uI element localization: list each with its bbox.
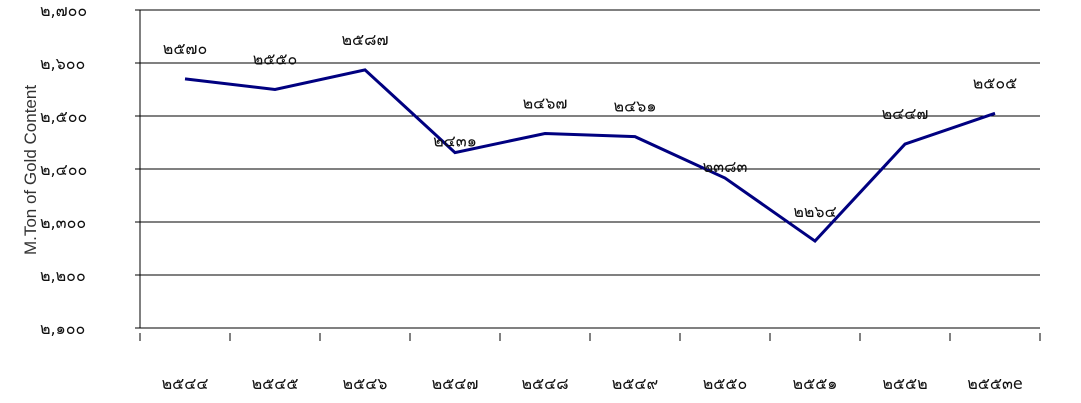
- x-tick-label: ๒๕๔๕: [252, 374, 299, 393]
- y-tick-label: ๒,๑๐๐: [40, 319, 85, 338]
- x-tick-label: ๒๕๕๒: [882, 374, 927, 393]
- y-tick-label: ๒,๔๐๐: [40, 160, 87, 179]
- x-tick-label: ๒๕๔๗: [432, 374, 479, 393]
- data-label: ๒๔๓๑: [433, 132, 477, 151]
- data-label: ๒๔๔๗: [882, 104, 929, 123]
- y-tick-label: ๒,๕๐๐: [40, 107, 87, 126]
- y-tick-label: ๒,๖๐๐: [40, 54, 85, 73]
- data-label: ๒๓๘๓: [703, 157, 748, 176]
- x-tick-label: ๒๕๔๔: [162, 374, 209, 393]
- data-label: ๒๕๘๗: [341, 30, 388, 49]
- data-label: ๒๕๕๐: [253, 50, 298, 69]
- x-tick-label: ๒๕๕๓e: [967, 374, 1023, 393]
- x-tick-label: ๒๕๔๘: [521, 374, 568, 393]
- x-tick-label: ๒๕๔๙: [612, 374, 658, 393]
- gridlines: [135, 9, 1040, 329]
- series-line: [184, 68, 996, 244]
- data-label: ๒๕๐๕: [973, 73, 1018, 92]
- data-label: ๒๔๖๗: [523, 93, 568, 112]
- x-axis: [139, 10, 1041, 341]
- y-tick-label: ๒,๓๐๐: [40, 213, 86, 232]
- data-label: ๒๔๖๑: [614, 97, 657, 116]
- y-axis-label: M.Ton of Gold Content: [21, 85, 40, 255]
- x-tick-label: ๒๕๔๖: [343, 374, 388, 393]
- x-tick-label: ๒๕๕๐: [703, 374, 748, 393]
- y-tick-label: ๒,๒๐๐: [40, 266, 86, 285]
- x-tick-labels: ๒๕๔๔ ๒๕๔๕ ๒๕๔๖ ๒๕๔๗ ๒๕๔๘ ๒๕๔๙ ๒๕๕๐ ๒๕๕๑ ๒๕๕๒ ๒๕๕๓…: [162, 374, 1023, 393]
- data-label: ๒๕๗๐: [163, 39, 207, 58]
- y-tick-label: ๒,๗๐๐: [40, 1, 87, 20]
- data-label: ๒๒๖๔: [793, 202, 836, 221]
- x-tick-label: ๒๕๕๑: [793, 374, 838, 393]
